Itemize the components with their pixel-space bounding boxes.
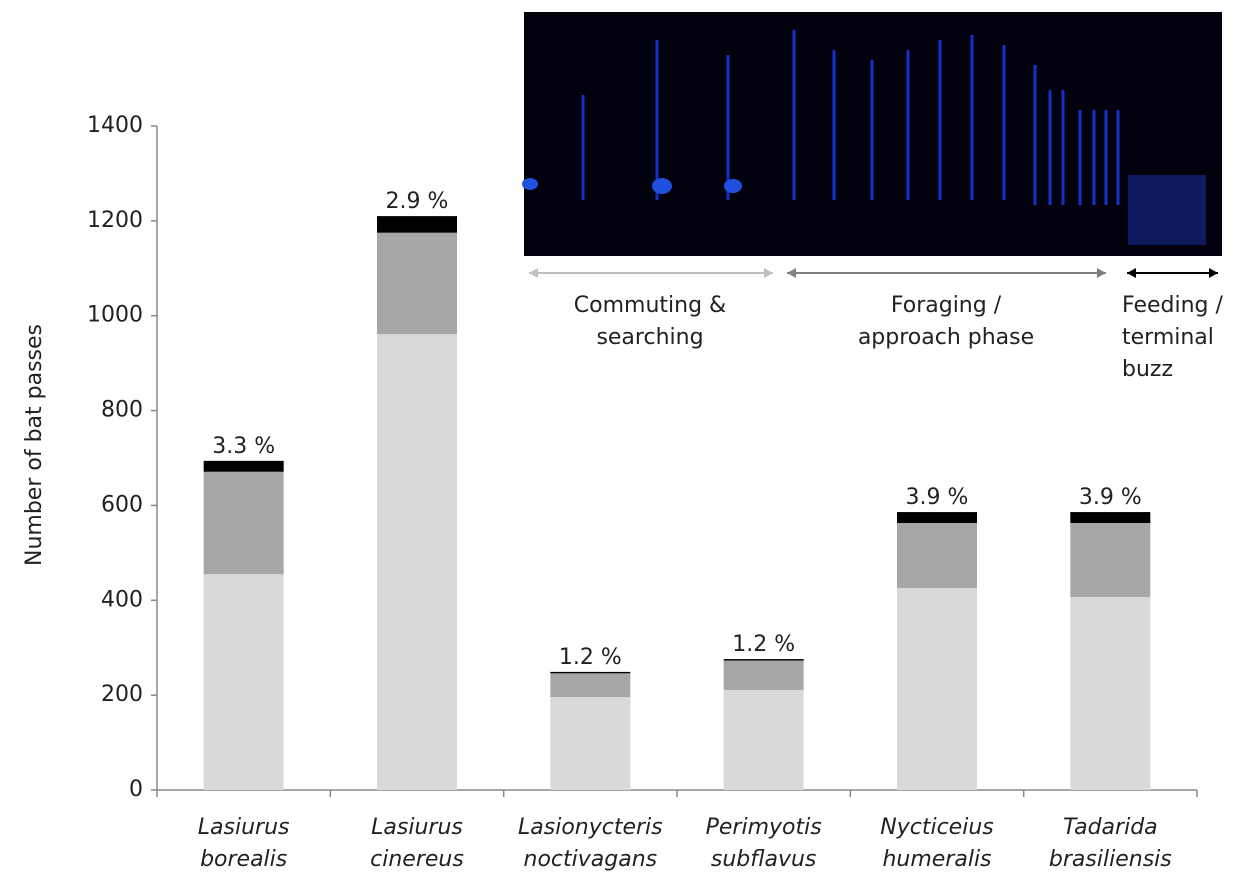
bar-label: 3.3 %	[212, 434, 275, 459]
bar-segment	[203, 574, 284, 790]
bar-segment	[897, 512, 977, 523]
x-tick-label: Lasiurus borealis	[197, 815, 290, 872]
y-tick-label: 200	[101, 682, 143, 707]
legend-arrows	[529, 268, 1218, 278]
bar-segment	[377, 334, 457, 790]
y-tick-label: 1200	[87, 208, 143, 233]
bar-label: 1.2 %	[559, 645, 622, 670]
bar-segment	[1070, 522, 1151, 597]
x-tick-label: Nycticeius humeralis	[880, 815, 994, 872]
bar-segment	[1070, 596, 1151, 790]
bar-segment	[723, 659, 804, 661]
bar-segment	[723, 689, 804, 790]
bar-segment	[203, 460, 284, 472]
legend-label: Foraging / approach phase	[857, 293, 1035, 350]
y-tick-label: 1000	[87, 303, 143, 328]
bar-label: 1.2 %	[732, 632, 795, 657]
legend-label: Commuting & searching	[573, 293, 727, 350]
bar-label: 3.9 %	[906, 485, 969, 510]
y-tick-label: 600	[101, 492, 143, 517]
bar-segment	[1070, 512, 1151, 523]
y-tick-label: 800	[101, 398, 143, 423]
bar-segment	[550, 673, 631, 698]
bar-segment	[550, 697, 631, 790]
bar-segment	[377, 216, 457, 233]
x-tick-label: Lasionycteris noctivagans	[518, 815, 663, 872]
x-tick-label: Tadarida brasiliensis	[1048, 815, 1172, 872]
spectrogram	[522, 12, 1222, 256]
x-tick-label: Lasiurus cinereus	[370, 815, 464, 872]
bar-segment	[897, 522, 977, 588]
y-tick-label: 0	[129, 777, 143, 802]
bar-segment	[897, 587, 977, 790]
bar-segment	[203, 471, 284, 575]
bar-segment	[550, 671, 631, 674]
legend-label: Feeding / terminal buzz	[1122, 293, 1223, 382]
bar-label: 3.9 %	[1079, 485, 1142, 510]
bar-segment	[377, 232, 457, 335]
x-tick-label: Perimyotis subflavus	[705, 815, 822, 872]
y-tick-label: 1400	[87, 113, 143, 138]
bar-label: 2.9 %	[386, 189, 449, 214]
bar-segment	[723, 660, 804, 690]
y-tick-label: 400	[101, 587, 143, 612]
y-axis-label: Number of bat passes	[22, 324, 47, 566]
